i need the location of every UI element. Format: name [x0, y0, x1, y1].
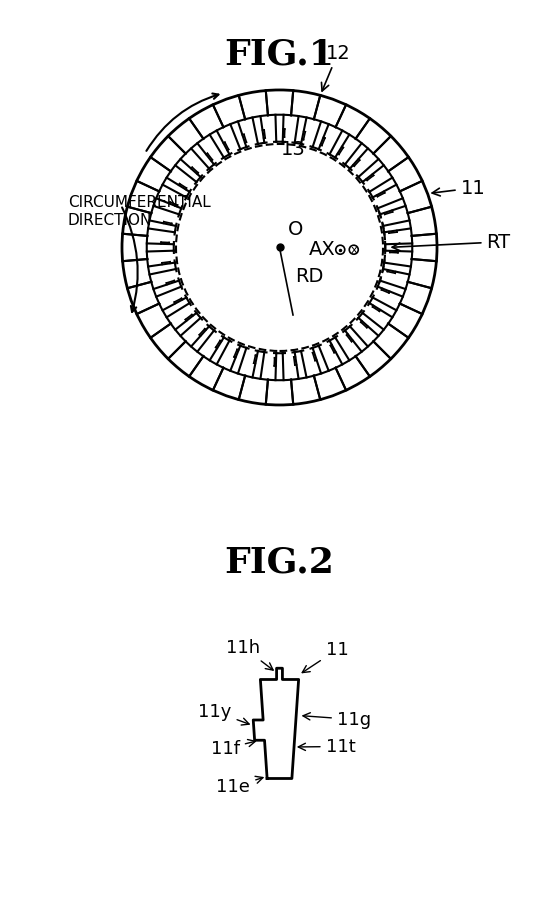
- Text: x: x: [350, 245, 357, 255]
- Text: RD: RD: [295, 267, 324, 286]
- Text: FIG.2: FIG.2: [225, 545, 334, 580]
- Text: 11h: 11h: [226, 638, 273, 670]
- Text: AX: AX: [309, 240, 335, 259]
- Text: 11: 11: [432, 178, 485, 197]
- Text: 11f: 11f: [211, 740, 255, 758]
- Text: 13: 13: [281, 140, 305, 159]
- Text: CIRCUMFERENTIAL
DIRECTION: CIRCUMFERENTIAL DIRECTION: [68, 195, 211, 228]
- Text: RT: RT: [392, 232, 510, 251]
- Text: 11y: 11y: [198, 703, 249, 725]
- Text: 11g: 11g: [303, 710, 371, 728]
- Text: 12: 12: [321, 43, 350, 91]
- Text: O: O: [287, 220, 303, 239]
- Text: FIG.1: FIG.1: [225, 37, 334, 71]
- Text: 11e: 11e: [216, 777, 263, 796]
- Text: 11: 11: [302, 641, 348, 672]
- Text: 11t: 11t: [299, 737, 356, 755]
